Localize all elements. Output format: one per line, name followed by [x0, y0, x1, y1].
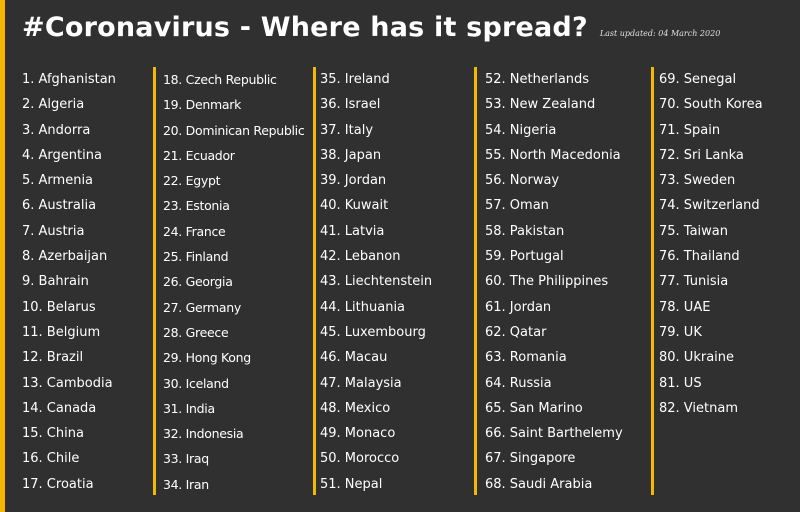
country-item: 56. Norway: [485, 173, 560, 189]
country-item: 18. Czech Republic: [163, 72, 277, 87]
country-item: 47. Malaysia: [320, 375, 402, 391]
country-item: 20. Dominican Republic: [163, 122, 305, 138]
country-item: 72. Sri Lanka: [659, 147, 744, 163]
country-item: 27. Germany: [163, 299, 242, 315]
country-item: 73. Sweden: [659, 173, 736, 189]
country-item: 81. US: [659, 375, 702, 391]
country-item: 9. Bahrain: [22, 274, 89, 290]
country-column-5: 69. Senegal 70. South Korea 71. Spain 72. S…: [651, 67, 800, 495]
country-item: 1. Afghanistan: [22, 72, 116, 87]
country-item: 68. Saudi Arabia: [485, 476, 593, 492]
country-item: 10. Belarus: [22, 299, 96, 315]
country-item: 58. Pakistan: [485, 223, 565, 239]
country-column-3: 35. Ireland 36. Israel 37. Italy 38. Japan 3…: [313, 67, 480, 495]
country-list: 1. Afghanistan 2. Algeria 3. Andorra 4. Arg…: [0, 67, 800, 497]
country-item: 39. Jordan: [320, 173, 387, 189]
country-item: 69. Senegal: [659, 72, 737, 87]
country-item: 24. France: [163, 223, 226, 239]
country-item: 29. Hong Kong: [163, 350, 251, 366]
country-item: 53. New Zealand: [485, 97, 596, 113]
country-item: 79. UK: [659, 324, 702, 340]
country-item: 55. North Macedonia: [485, 147, 621, 163]
country-column-2: 18. Czech Republic 19. Denmark 20. Dominic…: [153, 67, 323, 495]
country-item: 38. Japan: [320, 147, 382, 163]
country-item: 46. Macau: [320, 350, 388, 366]
country-item: 52. Netherlands: [485, 72, 590, 87]
country-item: 32. Indonesia: [163, 426, 244, 442]
country-item: 76. Thailand: [659, 249, 740, 265]
country-column-1: 1. Afghanistan 2. Algeria 3. Andorra 4. Arg…: [22, 67, 150, 495]
country-item: 82. Vietnam: [659, 400, 738, 416]
country-item: 33. Iraq: [163, 451, 209, 467]
country-item: 40. Kuwait: [320, 198, 389, 214]
country-item: 78. UAE: [659, 299, 711, 315]
country-item: 48. Mexico: [320, 400, 391, 416]
country-item: 19. Denmark: [163, 97, 242, 113]
country-item: 44. Lithuania: [320, 299, 406, 315]
country-item: 23. Estonia: [163, 198, 230, 214]
country-item: 5. Armenia: [22, 173, 94, 189]
country-item: 61. Jordan: [485, 299, 552, 315]
last-updated-note: Last updated: 04 March 2020: [599, 29, 721, 38]
country-item: 37. Italy: [320, 122, 374, 138]
country-item: 7. Austria: [22, 223, 85, 239]
country-item: 34. Iran: [163, 476, 209, 492]
country-item: 54. Nigeria: [485, 122, 557, 138]
country-item: 2. Algeria: [22, 97, 85, 113]
country-item: 77. Tunisia: [659, 274, 729, 290]
country-item: 66. Saint Barthelemy: [485, 426, 623, 442]
country-item: 16. Chile: [22, 451, 80, 467]
country-item: 43. Liechtenstein: [320, 274, 433, 290]
country-item: 67. Singapore: [485, 451, 576, 467]
country-item: 60. The Philippines: [485, 274, 609, 290]
country-item: 30. Iceland: [163, 375, 229, 391]
country-item: 26. Georgia: [163, 274, 233, 290]
country-item: 59. Portugal: [485, 249, 564, 265]
country-item: 50. Morocco: [320, 451, 400, 467]
country-item: 51. Nepal: [320, 476, 383, 492]
country-item: 75. Taiwan: [659, 223, 729, 239]
country-item: 45. Luxembourg: [320, 324, 426, 340]
country-item: 35. Ireland: [320, 72, 390, 87]
country-item: 71. Spain: [659, 122, 721, 138]
country-column-4: 52. Netherlands 53. New Zealand 54. Nigeri…: [474, 67, 661, 495]
country-item: 42. Lebanon: [320, 249, 401, 265]
country-item: 21. Ecuador: [163, 147, 235, 163]
accent-bar: [0, 0, 5, 512]
country-item: 62. Qatar: [485, 324, 547, 340]
country-item: 12. Brazil: [22, 350, 84, 366]
country-item: 57. Oman: [485, 198, 549, 214]
country-item: 80. Ukraine: [659, 350, 735, 366]
country-item: 28. Greece: [163, 324, 229, 340]
country-item: 11. Belgium: [22, 324, 101, 340]
country-item: 17. Croatia: [22, 476, 94, 492]
page-title: #Coronavirus - Where has it spread?: [22, 12, 588, 43]
country-item: 3. Andorra: [22, 122, 91, 138]
country-item: 22. Egypt: [163, 173, 221, 189]
country-item: 4. Argentina: [22, 147, 102, 163]
country-item: 36. Israel: [320, 97, 381, 113]
country-item: 8. Azerbaijan: [22, 249, 108, 265]
header: #Coronavirus - Where has it spread? Last…: [22, 12, 720, 52]
country-item: 70. South Korea: [659, 97, 763, 113]
country-item: 25. Finland: [163, 249, 229, 265]
country-item: 49. Monaco: [320, 426, 396, 442]
country-item: 31. India: [163, 400, 215, 416]
country-item: 63. Romania: [485, 350, 567, 366]
country-item: 74. Switzerland: [659, 198, 760, 214]
country-item: 6. Australia: [22, 198, 97, 214]
country-item: 13. Cambodia: [22, 375, 113, 391]
country-item: 64. Russia: [485, 375, 552, 391]
country-item: 14. Canada: [22, 400, 97, 416]
country-item: 65. San Marino: [485, 400, 583, 416]
country-item: 15. China: [22, 426, 84, 442]
country-item: 41. Latvia: [320, 223, 385, 239]
